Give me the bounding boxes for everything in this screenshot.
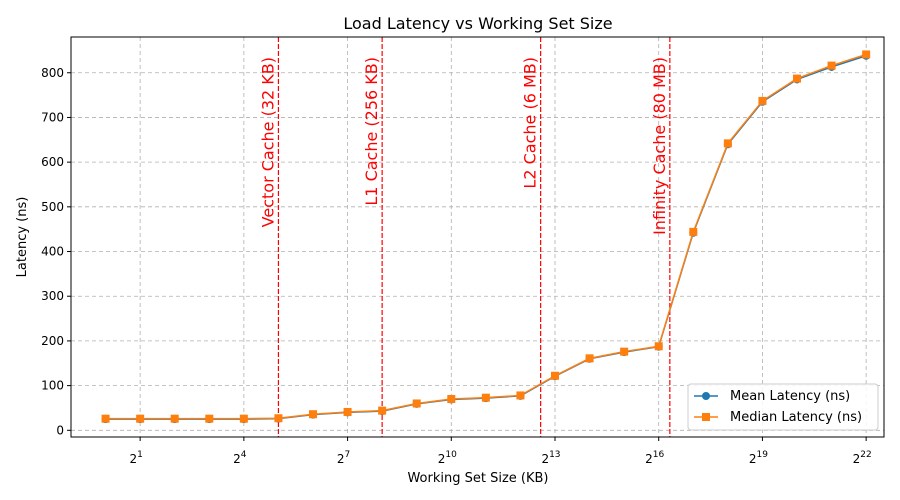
data-point [308, 410, 317, 419]
y-axis-label: Latency (ns) [15, 197, 30, 278]
data-point [689, 227, 698, 236]
series-lines [101, 50, 871, 424]
data-point [378, 406, 387, 415]
data-point [170, 414, 179, 423]
legend: Mean Latency (ns) Median Latency (ns) [687, 383, 879, 431]
y-tick-label: 0 [56, 423, 64, 437]
data-point [205, 414, 214, 423]
data-point [274, 414, 283, 423]
cache-boundary-lines: Vector Cache (32 KB) L1 Cache (256 KB) L2 … [258, 37, 671, 437]
plot-frame [70, 36, 885, 438]
data-point [654, 342, 663, 351]
series-line [105, 55, 867, 420]
data-point [516, 391, 525, 400]
data-point [792, 74, 801, 83]
y-tick-label: 600 [41, 155, 64, 169]
data-point [827, 61, 836, 70]
data-point [447, 395, 456, 404]
series-line [105, 53, 867, 420]
legend-entry: Mean Latency (ns) [730, 389, 850, 404]
y-tick-label: 300 [41, 289, 64, 303]
x-tick-label: 21 [129, 450, 142, 466]
y-tick-label: 100 [41, 379, 64, 393]
y-tick-label: 800 [41, 66, 64, 80]
x-tick-label: 27 [337, 450, 350, 466]
chart-title: Load Latency vs Working Set Size [343, 14, 612, 33]
data-point [481, 393, 490, 402]
data-point [550, 371, 559, 380]
data-point [620, 347, 629, 356]
y-tick-label: 200 [41, 334, 64, 348]
cache-boundary-label: L1 Cache (256 KB) [362, 57, 381, 206]
y-tick-label: 700 [41, 110, 64, 124]
data-point [239, 414, 248, 423]
data-point [136, 414, 145, 423]
x-axis-ticks: 21 24 27 210 213 216 219 222 [129, 437, 872, 466]
data-point [412, 399, 421, 408]
legend-entry: Median Latency (ns) [730, 410, 862, 425]
x-tick-label: 219 [749, 450, 768, 466]
legend-swatch-marker [702, 392, 710, 400]
y-tick-label: 400 [41, 245, 64, 259]
legend-box [687, 383, 879, 431]
data-point [862, 50, 871, 59]
legend-swatch-marker [702, 413, 710, 421]
data-point [723, 139, 732, 148]
x-tick-label: 213 [541, 450, 560, 466]
data-point [343, 407, 352, 416]
grid-lines [71, 37, 884, 437]
data-point [585, 354, 594, 363]
cache-boundary-label: Vector Cache (32 KB) [258, 57, 277, 227]
data-point [101, 414, 110, 423]
data-point [758, 96, 767, 105]
y-axis-ticks: 0 100 200 300 400 500 600 700 800 [41, 66, 71, 437]
cache-boundary-label: Infinity Cache (80 MB) [650, 57, 669, 235]
y-tick-label: 500 [41, 200, 64, 214]
x-tick-label: 222 [853, 450, 872, 466]
x-tick-label: 24 [233, 450, 247, 466]
x-tick-label: 216 [645, 450, 664, 466]
cache-boundary-label: L2 Cache (6 MB) [521, 57, 540, 189]
x-axis-label: Working Set Size (KB) [407, 471, 548, 486]
x-tick-label: 210 [438, 450, 457, 466]
